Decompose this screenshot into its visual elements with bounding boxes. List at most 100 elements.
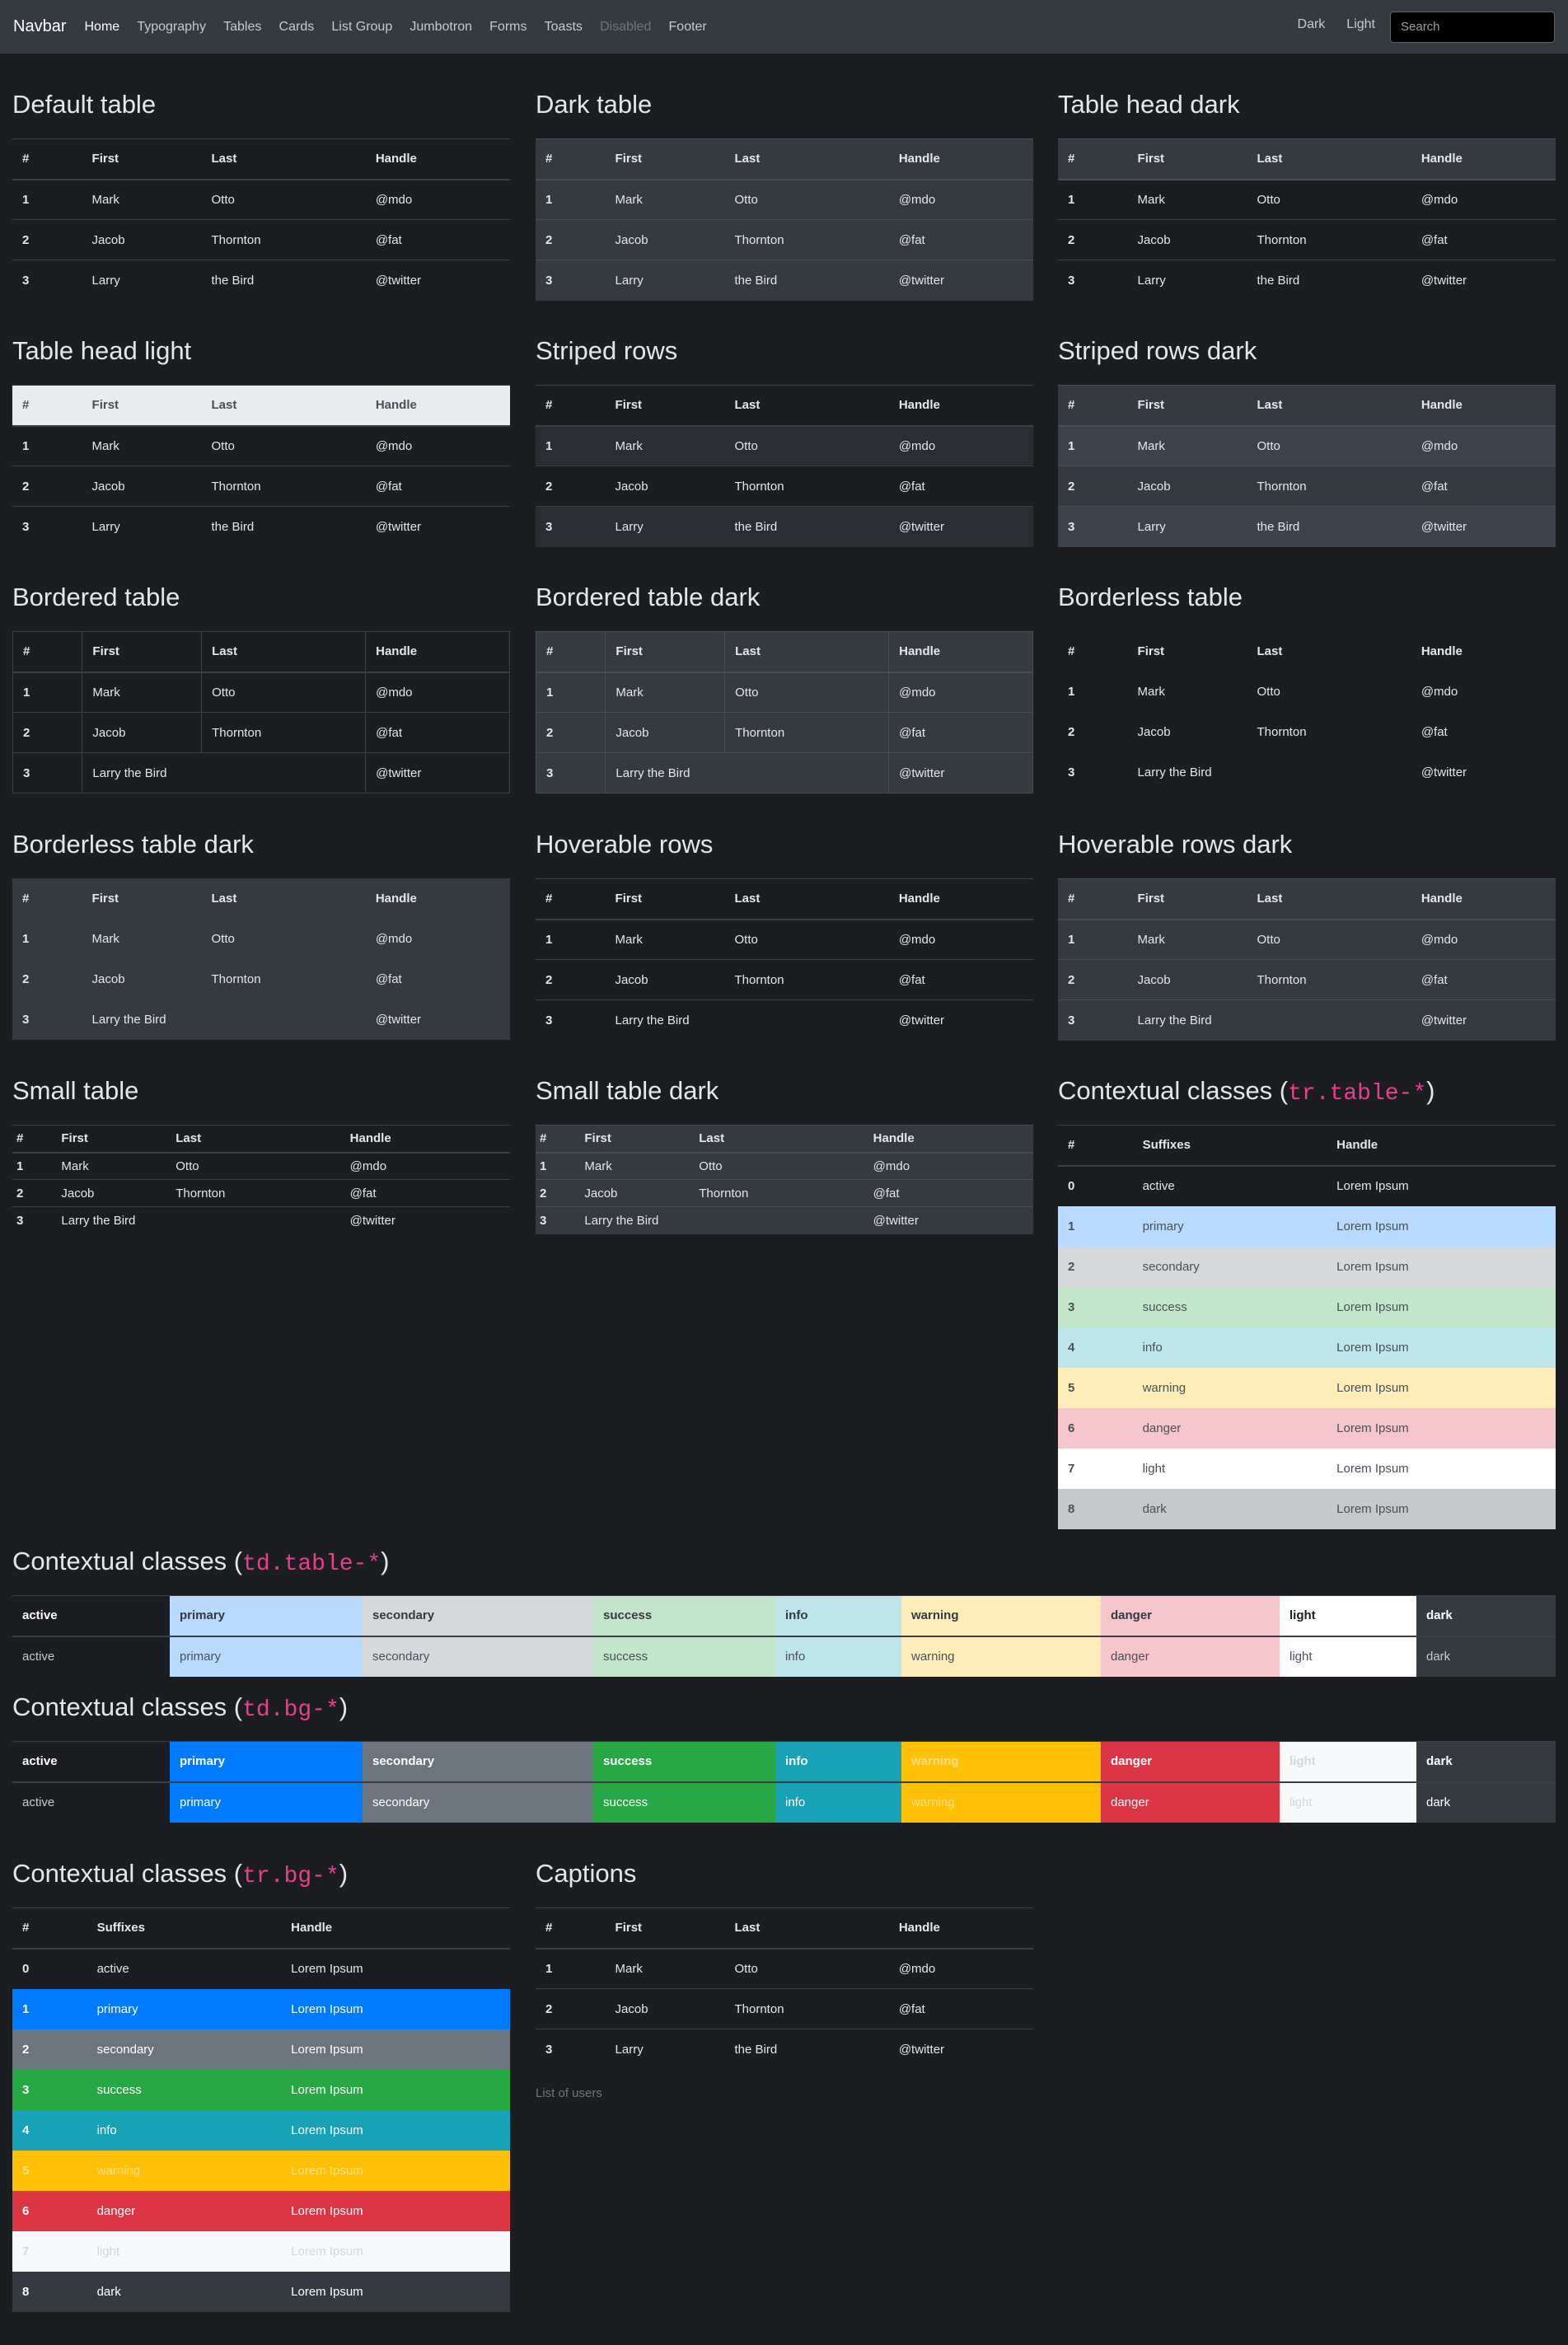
nav-cards[interactable]: Cards [278, 19, 315, 34]
table-cell: light [1280, 1781, 1416, 1823]
table-cell: Lorem Ipsum [1336, 1380, 1409, 1395]
table-cell: active [1132, 1165, 1327, 1206]
dark-table: # First Last Handle 1 Mark Otto @mdo 2 Jacob Thorn… [536, 138, 1033, 301]
row-number: 1 [1068, 1219, 1075, 1233]
nav-list-group[interactable]: List Group [331, 19, 393, 34]
row-number: 1 [536, 425, 606, 466]
row-number: 3 [22, 1013, 30, 1027]
column-header: primary [170, 1595, 363, 1637]
ctx-td-table-title-prefix: Contextual classes ( [12, 1547, 243, 1575]
row-number: 4 [22, 2123, 30, 2137]
row-number: 1 [1068, 685, 1075, 699]
row-number: 2 [536, 219, 606, 260]
ctx-tr-table-table: # Suffixes Handle 0 active Lorem Ipsum 1 primar… [1058, 1125, 1556, 1529]
hoverable-section: Hoverable rows # First Last Handle 1 Mark Otto @… [536, 826, 1033, 1041]
table-cell: Lorem Ipsum [281, 1948, 510, 1989]
column-header: success [593, 1741, 775, 1783]
row-number: 3 [22, 2082, 30, 2097]
ctx-tr-bg-section: Contextual classes (tr.bg-*) # Suffixes Han… [12, 1856, 510, 2312]
table-cell: Lorem Ipsum [1336, 1340, 1409, 1355]
table-cell: secondary [96, 2042, 154, 2057]
column-header: Handle [365, 138, 510, 180]
dark-title: Dark table [536, 90, 653, 119]
table-cell: dark [1416, 1781, 1556, 1823]
column-header: Last [724, 385, 889, 427]
table-row: active primary secondary success info warning… [12, 1636, 1556, 1677]
nav-toasts[interactable]: Toasts [544, 19, 583, 34]
striped-dark-table: # First Last Handle 1 Mark Otto @mdo 2 Jacob Thorn… [1058, 385, 1556, 547]
table-cell: @fat [1411, 466, 1556, 507]
ctx-td-bg-title-code: td.bg-* [242, 1697, 339, 1723]
table-cell: Otto [724, 179, 889, 220]
column-header: Handle [888, 878, 1033, 920]
table-row: active primary secondary success info warning… [12, 1781, 1556, 1823]
table-cell: Thornton [201, 219, 366, 260]
table-cell: Thornton [1247, 959, 1411, 1000]
column-header: Last [1247, 385, 1411, 427]
table-cell: @twitter [888, 260, 1033, 301]
column-header: First [82, 138, 202, 180]
table-cell: @twitter [1411, 260, 1556, 301]
search-input[interactable] [1390, 11, 1555, 43]
nav-forms[interactable]: Forms [489, 19, 527, 34]
table-cell: light [96, 2244, 120, 2258]
table-cell: @mdo [888, 179, 1033, 220]
nav-home[interactable]: Home [84, 19, 120, 34]
column-header: # [1058, 138, 1128, 180]
table-cell: Jacob [580, 1179, 695, 1207]
table-cell: primary [96, 2001, 138, 2016]
column-header: # [536, 1125, 581, 1154]
table-cell: Otto [695, 1152, 869, 1180]
table-cell: danger [1101, 1781, 1280, 1823]
table-row: 3 Larry the Bird @twitter [12, 506, 510, 547]
table-cell: Thornton [171, 1179, 346, 1207]
row-number: 1 [12, 179, 82, 220]
table-cell: the Bird [201, 260, 366, 301]
theme-light-link[interactable]: Light [1346, 16, 1375, 31]
table-cell: @fat [1421, 725, 1448, 739]
row-number: 1 [1058, 179, 1128, 220]
table-cell: Mark [605, 179, 725, 220]
table-cell: the Bird [1247, 260, 1411, 301]
table-cell: Otto [1247, 919, 1411, 960]
table-cell: @mdo [888, 1948, 1033, 1989]
table-cell: secondary [363, 1636, 593, 1677]
row-number: 3 [1068, 765, 1075, 779]
row-number: 2 [22, 2042, 30, 2057]
nav-tables[interactable]: Tables [223, 19, 262, 34]
hoverable-title: Hoverable rows [536, 830, 714, 859]
nav-typography[interactable]: Typography [137, 19, 206, 34]
table-cell: @mdo [888, 425, 1033, 466]
row-number: 4 [1068, 1340, 1075, 1355]
table-row: 3 Larry the Bird @twitter [535, 752, 1033, 793]
column-header: Handle [888, 385, 1033, 427]
column-header: # [1058, 385, 1128, 427]
table-cell: Larry the Bird [57, 1206, 346, 1234]
column-header: Handle [375, 892, 417, 906]
table-cell: @mdo [365, 179, 510, 220]
table-row: 7 light Lorem Ipsum [12, 2230, 510, 2272]
table-cell: Mark [91, 932, 119, 946]
column-header: First [580, 1125, 695, 1154]
table-row: 2 Jacob Thornton @fat [12, 466, 510, 507]
column-header: Handle [365, 385, 510, 427]
table-cell: active [12, 1636, 170, 1677]
table-row: 0 active Lorem Ipsum [12, 1948, 510, 1989]
table-cell: @mdo [888, 919, 1033, 960]
table-cell: Otto [201, 179, 366, 220]
table-header-row: # First Last Handle [12, 1125, 510, 1154]
theme-dark-link[interactable]: Dark [1297, 16, 1326, 31]
ctx-td-table-title-suffix: ) [381, 1547, 390, 1575]
table-row: 2 Jacob Thornton @fat [12, 712, 510, 753]
nav-jumbotron[interactable]: Jumbotron [410, 19, 472, 34]
table-header-row: # First Last Handle [536, 1907, 1033, 1949]
nav-footer[interactable]: Footer [668, 19, 707, 34]
striped-dark-title: Striped rows dark [1058, 336, 1257, 365]
column-header: # [12, 631, 83, 673]
column-header: Handle [365, 631, 510, 673]
navbar-brand[interactable]: Navbar [13, 17, 67, 35]
table-header-row: # First Last Handle [536, 1125, 1033, 1154]
column-header: Handle [281, 1907, 510, 1949]
row-number: 1 [12, 1152, 58, 1180]
navbar: Navbar Home Typography Tables Cards List… [0, 0, 1568, 54]
